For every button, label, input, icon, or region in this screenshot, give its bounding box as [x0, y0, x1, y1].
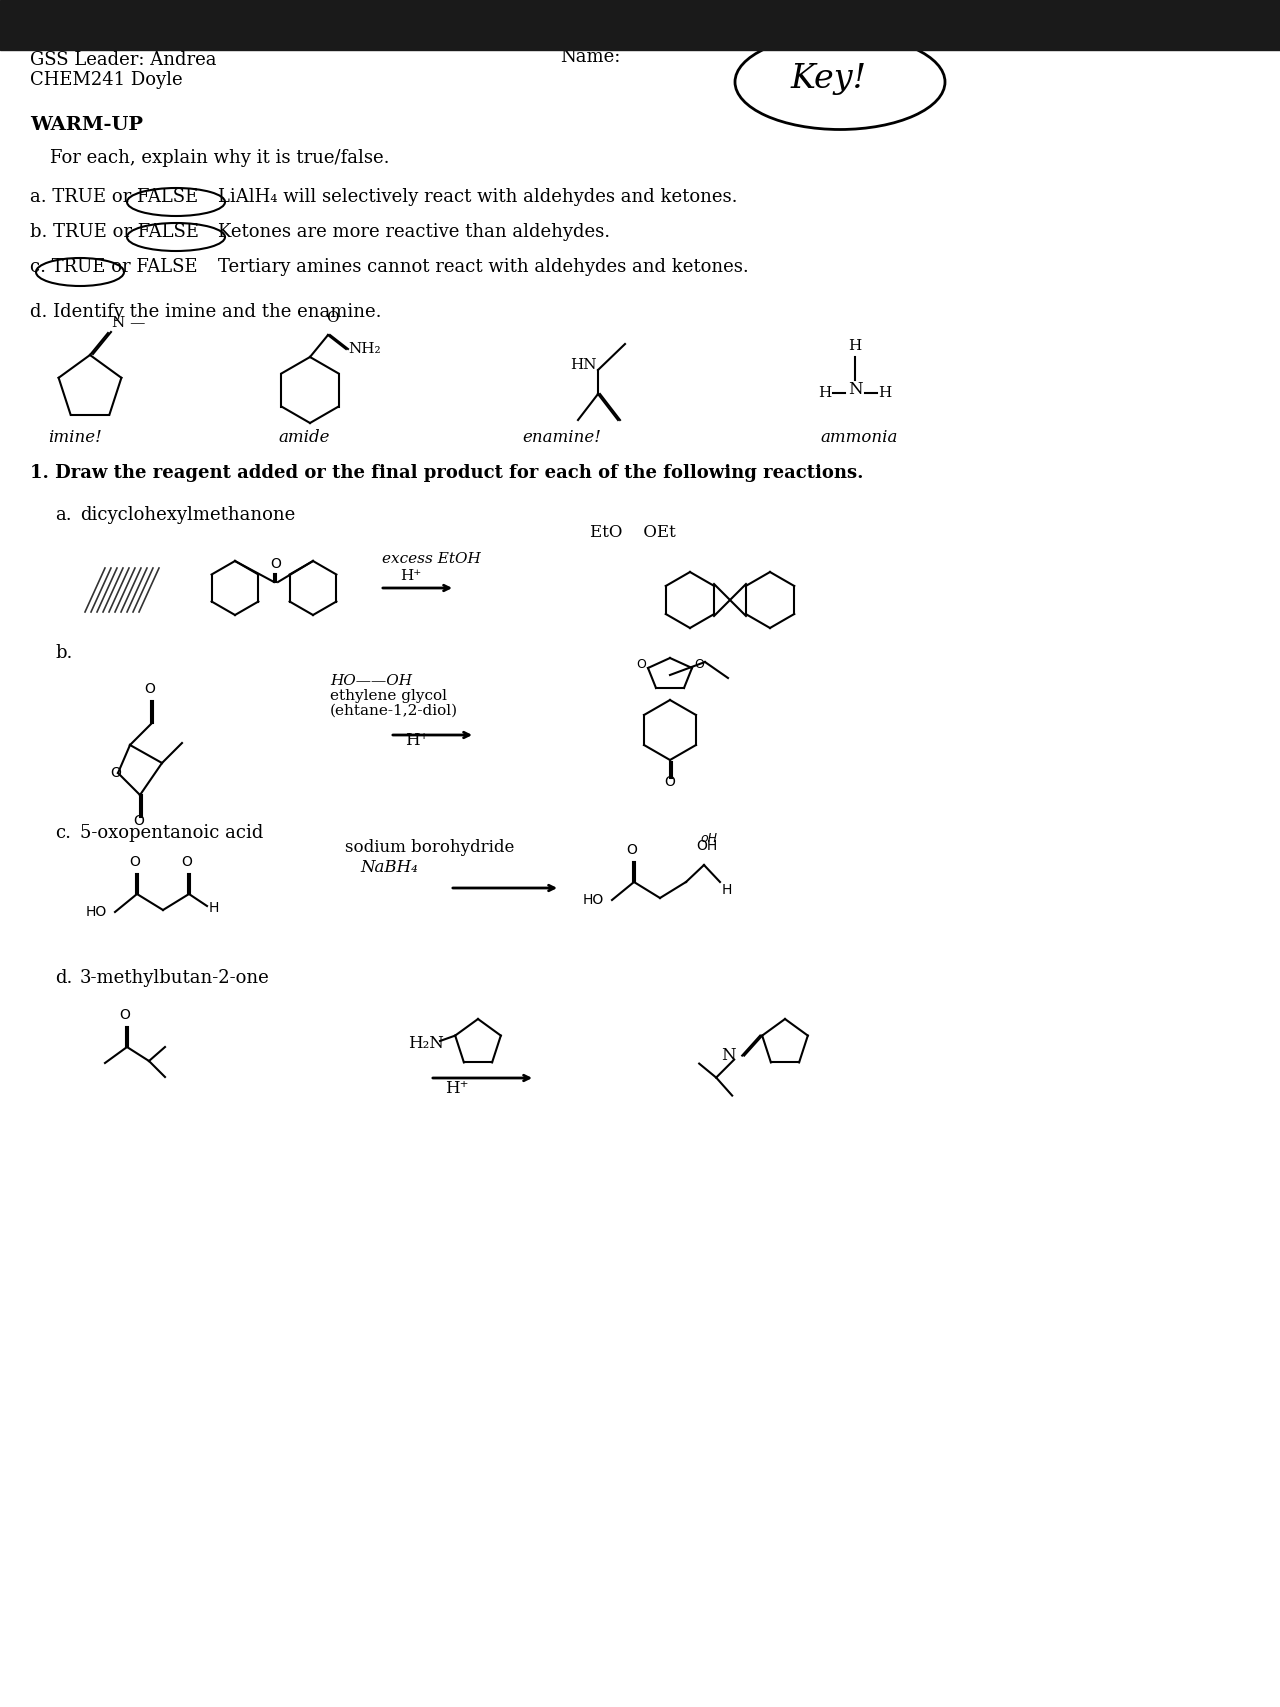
Text: HO——OH: HO——OH	[330, 674, 412, 688]
Text: O: O	[270, 556, 282, 572]
Text: amide: amide	[278, 428, 329, 446]
Text: H₂N: H₂N	[408, 1034, 444, 1052]
Text: 5-oxopentanoic acid: 5-oxopentanoic acid	[79, 824, 264, 842]
Text: O: O	[694, 657, 704, 671]
Text: O: O	[325, 311, 338, 324]
Text: O: O	[133, 814, 143, 828]
Text: N: N	[847, 381, 863, 398]
Text: H: H	[849, 340, 861, 353]
Text: OH: OH	[696, 840, 717, 854]
Text: H⁺: H⁺	[445, 1081, 468, 1098]
Text: Ketones are more reactive than aldehydes.: Ketones are more reactive than aldehydes…	[218, 224, 611, 241]
Text: HO: HO	[582, 893, 604, 906]
Text: H: H	[209, 901, 219, 915]
Text: LiAlH₄ will selectively react with aldehydes and ketones.: LiAlH₄ will selectively react with aldeh…	[218, 188, 737, 207]
Text: Key!: Key!	[790, 63, 867, 96]
Text: b.: b.	[55, 644, 73, 662]
Text: Name:: Name:	[561, 48, 621, 67]
Text: N: N	[722, 1046, 736, 1063]
Text: O: O	[180, 855, 192, 869]
Text: O: O	[664, 775, 676, 789]
Text: WARM-UP: WARM-UP	[29, 116, 143, 135]
Text: O: O	[636, 657, 646, 671]
Text: Tertiary amines cannot react with aldehydes and ketones.: Tertiary amines cannot react with aldehy…	[218, 258, 749, 277]
Text: 1. Draw the reagent added or the final product for each of the following reactio: 1. Draw the reagent added or the final p…	[29, 464, 864, 481]
Text: EtO    OEt: EtO OEt	[590, 524, 676, 541]
Text: H: H	[722, 883, 732, 896]
Text: enamine!: enamine!	[522, 428, 600, 446]
Text: 3-methylbutan-2-one: 3-methylbutan-2-one	[79, 970, 270, 987]
Text: NH₂: NH₂	[348, 341, 380, 357]
Text: O: O	[129, 855, 140, 869]
Text: O: O	[119, 1009, 129, 1022]
Text: d. Identify the imine and the enamine.: d. Identify the imine and the enamine.	[29, 304, 381, 321]
Text: c. TRUE or FALSE: c. TRUE or FALSE	[29, 258, 197, 277]
Text: dicyclohexylmethanone: dicyclohexylmethanone	[79, 505, 296, 524]
Text: O: O	[143, 683, 155, 696]
Text: ammonia: ammonia	[820, 428, 897, 446]
Text: c.: c.	[55, 824, 70, 842]
Text: H: H	[818, 386, 832, 399]
Text: excess EtOH: excess EtOH	[381, 551, 481, 567]
Text: H⁺: H⁺	[404, 732, 429, 749]
Text: oH: oH	[700, 831, 717, 845]
Text: N —: N —	[113, 316, 146, 329]
Text: O: O	[110, 766, 120, 780]
Text: H⁺: H⁺	[399, 568, 421, 584]
Text: O: O	[626, 843, 637, 857]
Text: sodium borohydride: sodium borohydride	[346, 840, 515, 855]
Text: b. TRUE or FALSE: b. TRUE or FALSE	[29, 224, 198, 241]
Text: For each, explain why it is true/false.: For each, explain why it is true/false.	[50, 149, 389, 167]
Text: a. TRUE or FALSE: a. TRUE or FALSE	[29, 188, 198, 207]
Text: a.: a.	[55, 505, 72, 524]
Text: CHEM241 Doyle: CHEM241 Doyle	[29, 72, 183, 89]
Text: d.: d.	[55, 970, 73, 987]
Text: HO: HO	[86, 905, 108, 918]
Text: H: H	[878, 386, 892, 399]
Text: NaBH₄: NaBH₄	[360, 859, 417, 876]
Text: GSS Leader: Andrea: GSS Leader: Andrea	[29, 51, 216, 68]
Text: HN: HN	[570, 358, 596, 372]
Text: ethylene glycol: ethylene glycol	[330, 690, 447, 703]
Bar	[0, 0, 1280, 50]
Text: (ehtane-1,2-diol): (ehtane-1,2-diol)	[330, 703, 458, 719]
Text: imine!: imine!	[49, 428, 101, 446]
